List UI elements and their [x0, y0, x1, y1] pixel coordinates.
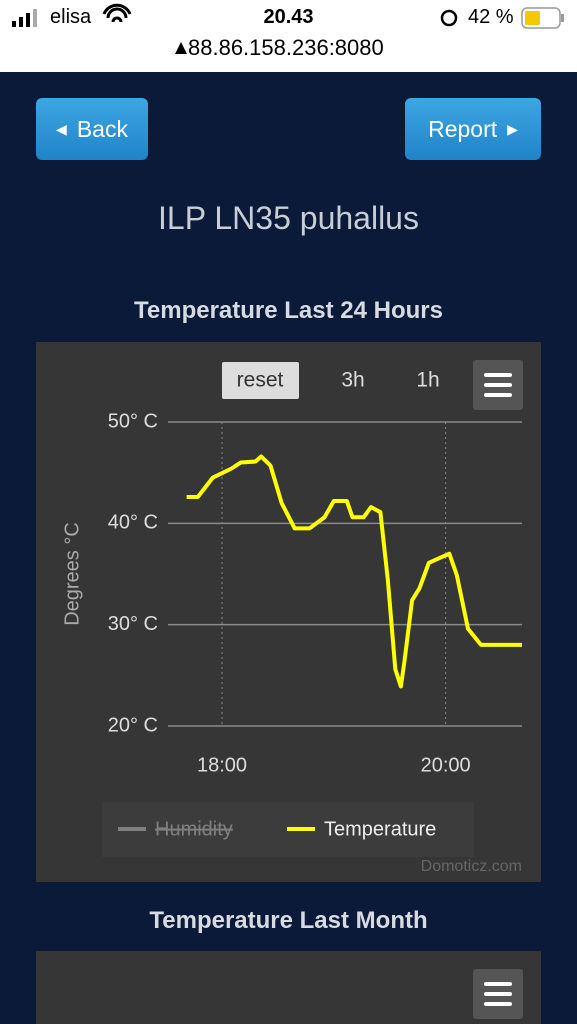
y-tick-label: 20° C [108, 714, 158, 736]
back-button[interactable]: ◀ Back [36, 98, 148, 160]
x-tick-label: 20:00 [421, 754, 471, 776]
chart: Degrees °C Domoticz.com reset 3h 1h 20° C 30… [36, 342, 541, 882]
back-label: Back [76, 115, 128, 142]
y-axis-label: Degrees °C [61, 522, 83, 626]
zoom-label[interactable]: 1h [416, 369, 439, 392]
device-title: ILP LN35 puhallus [158, 200, 419, 236]
month-title: Temperature Last Month [149, 907, 428, 934]
y-tick-label: 40° C [108, 512, 158, 534]
battery-level: 42 % [468, 6, 514, 28]
carrier: elisa [50, 6, 92, 28]
clock: 20.43 [263, 6, 314, 28]
chart-title: Temperature Last 24 Hours [134, 297, 443, 324]
temperature-line [186, 454, 522, 689]
legend-label[interactable]: Temperature [324, 818, 436, 840]
url: 88.86.158.236:8080 [188, 35, 384, 60]
report-label: Report [428, 115, 498, 142]
zoom-label[interactable]: 3h [341, 369, 364, 392]
credit: Domoticz.com [421, 858, 522, 875]
month-chart [36, 951, 541, 1024]
x-tick-label: 18:00 [197, 754, 247, 776]
status-bar: elisa 20.43 42 % 88.86.158.236:8080 [0, 0, 577, 72]
zoom-label[interactable]: reset [237, 369, 284, 392]
status-icons [12, 3, 564, 54]
zoom-button[interactable] [222, 362, 299, 399]
legend-label[interactable]: Humidity [155, 818, 233, 840]
report-button[interactable]: Report ▶ [405, 98, 541, 160]
y-tick-label: 30° C [108, 613, 158, 635]
y-tick-label: 50° C [108, 410, 158, 432]
